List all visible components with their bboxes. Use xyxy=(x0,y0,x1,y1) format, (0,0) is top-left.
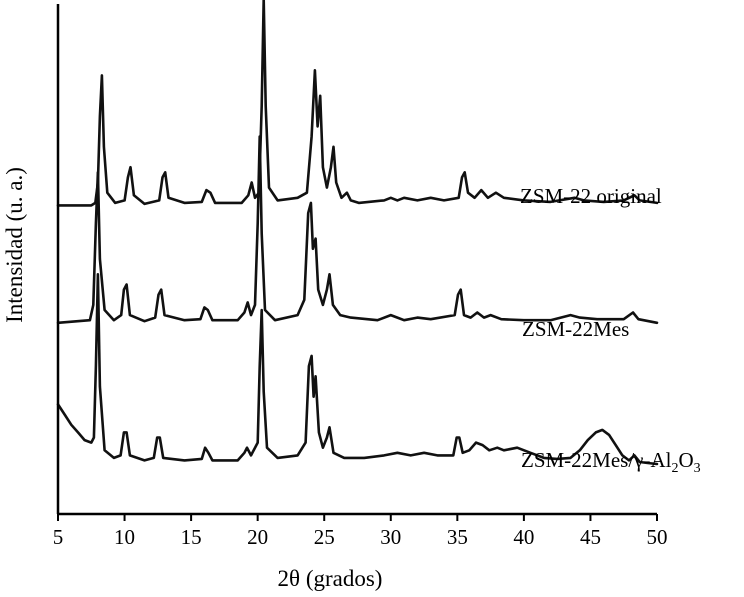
series-label-2: ZSM-22Mes xyxy=(522,317,629,341)
series-label-3: ZSM-22Mes/γ-Al2O3 xyxy=(521,448,701,476)
x-tick-label: 25 xyxy=(314,525,335,549)
series-label-1: ZSM-22 original xyxy=(520,184,662,208)
x-tick-label: 40 xyxy=(513,525,534,549)
series-labels: ZSM-22 original ZSM-22Mes ZSM-22Mes/γ-Al2O… xyxy=(520,184,701,476)
series-line-1 xyxy=(56,0,659,207)
y-axis-label: Intensidad (u. a.) xyxy=(2,167,27,323)
x-tick-label: 30 xyxy=(380,525,401,549)
x-tick-label: 50 xyxy=(647,525,668,549)
x-tick-label: 35 xyxy=(447,525,468,549)
axes-group xyxy=(56,4,657,516)
x-axis-label: 2θ (grados) xyxy=(278,566,383,591)
x-tick-label: 5 xyxy=(53,525,64,549)
x-ticks: 5 10 15 20 25 30 35 40 45 50 xyxy=(53,514,668,549)
x-tick-label: 15 xyxy=(181,525,202,549)
x-tick-label: 45 xyxy=(580,525,601,549)
x-tick-label: 20 xyxy=(247,525,268,549)
series-line-2 xyxy=(56,135,659,325)
series-group xyxy=(56,0,659,466)
series-line-3 xyxy=(56,273,659,466)
x-tick-label: 10 xyxy=(114,525,135,549)
